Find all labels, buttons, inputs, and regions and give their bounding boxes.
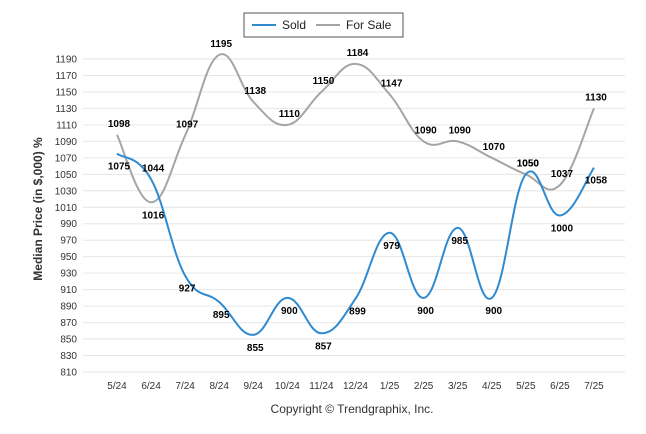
x-tick-label: 5/25 (516, 381, 536, 392)
y-tick-label: 1010 (55, 203, 78, 214)
data-label-for-sale: 1098 (108, 119, 131, 130)
y-tick-label: 1130 (55, 104, 77, 115)
data-label-for-sale: 1184 (347, 48, 369, 59)
data-label-sold: 979 (383, 241, 400, 252)
data-label-sold: 985 (451, 236, 468, 247)
x-tick-label: 5/24 (107, 381, 127, 392)
data-label-sold: 927 (179, 284, 196, 295)
legend-sold-label: Sold (282, 18, 306, 32)
y-tick-label: 850 (60, 335, 77, 346)
y-tick-label: 1050 (55, 170, 78, 181)
data-label-sold: 857 (315, 341, 332, 352)
y-axis-ticks: 810 830 850 870 890 910 930 950 970 990 1010 1030 10… (55, 55, 78, 379)
data-label-sold: 1044 (142, 163, 165, 174)
data-label-for-sale: 1016 (142, 210, 165, 221)
data-label-sold: 855 (247, 343, 264, 354)
data-label-for-sale: 1147 (381, 78, 403, 89)
series-line-sold (116, 152, 595, 336)
y-tick-label: 990 (60, 219, 77, 230)
data-label-for-sale: 1037 (551, 169, 574, 180)
y-tick-label: 950 (60, 252, 77, 263)
y-tick-label: 910 (60, 285, 77, 296)
x-tick-label: 6/25 (550, 381, 570, 392)
y-tick-label: 1150 (55, 87, 77, 98)
y-tick-label: 810 (60, 368, 77, 379)
x-tick-label: 7/24 (175, 381, 195, 392)
y-tick-label: 1070 (55, 153, 78, 164)
x-tick-label: 10/24 (275, 381, 300, 392)
y-axis-label: Median Price (in $,000) % (31, 137, 45, 281)
x-tick-label: 12/24 (343, 381, 368, 392)
legend-for-sale-label: For Sale (346, 18, 392, 32)
x-tick-label: 11/24 (309, 381, 334, 392)
y-tick-label: 1190 (55, 55, 77, 66)
data-label-sold: 1058 (585, 176, 608, 187)
y-tick-label: 1090 (55, 137, 78, 148)
x-tick-label: 7/25 (584, 381, 604, 392)
legend: Sold For Sale (243, 12, 404, 38)
x-axis-ticks: 5/24 6/24 7/24 8/24 9/24 10/24 11/24 12/24 1/25 2… (107, 381, 604, 392)
x-tick-label: 4/25 (482, 381, 502, 392)
x-tick-label: 2/25 (414, 381, 434, 392)
y-tick-label: 970 (60, 236, 77, 247)
data-label-sold: 900 (485, 306, 502, 317)
copyright-footer: Copyright © Trendgraphix, Inc. (271, 402, 434, 416)
y-tick-label: 1030 (55, 186, 78, 197)
data-label-for-sale: 1090 (449, 125, 472, 136)
x-tick-label: 8/24 (209, 381, 229, 392)
y-tick-label: 1170 (55, 71, 77, 82)
data-labels: 1075 1044 927 895 855 900 857 899 979 900 985 900 10… (108, 39, 608, 354)
data-label-for-sale: 1195 (210, 39, 232, 50)
y-tick-label: 830 (60, 351, 77, 362)
data-label-for-sale: 1097 (176, 120, 199, 131)
x-tick-label: 9/24 (244, 381, 264, 392)
data-label-sold: 1050 (517, 158, 540, 169)
data-label-for-sale: 1110 (279, 109, 301, 120)
x-tick-label: 6/24 (141, 381, 161, 392)
data-label-sold: 900 (417, 306, 434, 317)
data-label-sold: 895 (213, 310, 230, 321)
series-line-for-sale (116, 53, 595, 204)
y-tick-label: 1110 (56, 120, 77, 131)
data-label-for-sale: 1050 (517, 158, 540, 169)
x-tick-label: 1/25 (380, 381, 400, 392)
data-label-for-sale: 1130 (585, 92, 607, 103)
data-label-sold: 900 (281, 306, 298, 317)
data-label-for-sale: 1090 (415, 125, 438, 136)
data-label-for-sale: 1070 (483, 142, 506, 153)
data-label-sold: 1075 (108, 162, 131, 173)
series-lines (116, 53, 595, 336)
y-tick-label: 930 (60, 269, 77, 280)
data-label-sold: 899 (349, 307, 366, 318)
y-tick-label: 870 (60, 318, 77, 329)
data-label-for-sale: 1150 (313, 76, 335, 87)
data-label-sold: 1000 (551, 224, 574, 235)
x-tick-label: 3/25 (448, 381, 468, 392)
y-tick-label: 890 (60, 302, 77, 313)
data-label-for-sale: 1138 (244, 86, 266, 97)
